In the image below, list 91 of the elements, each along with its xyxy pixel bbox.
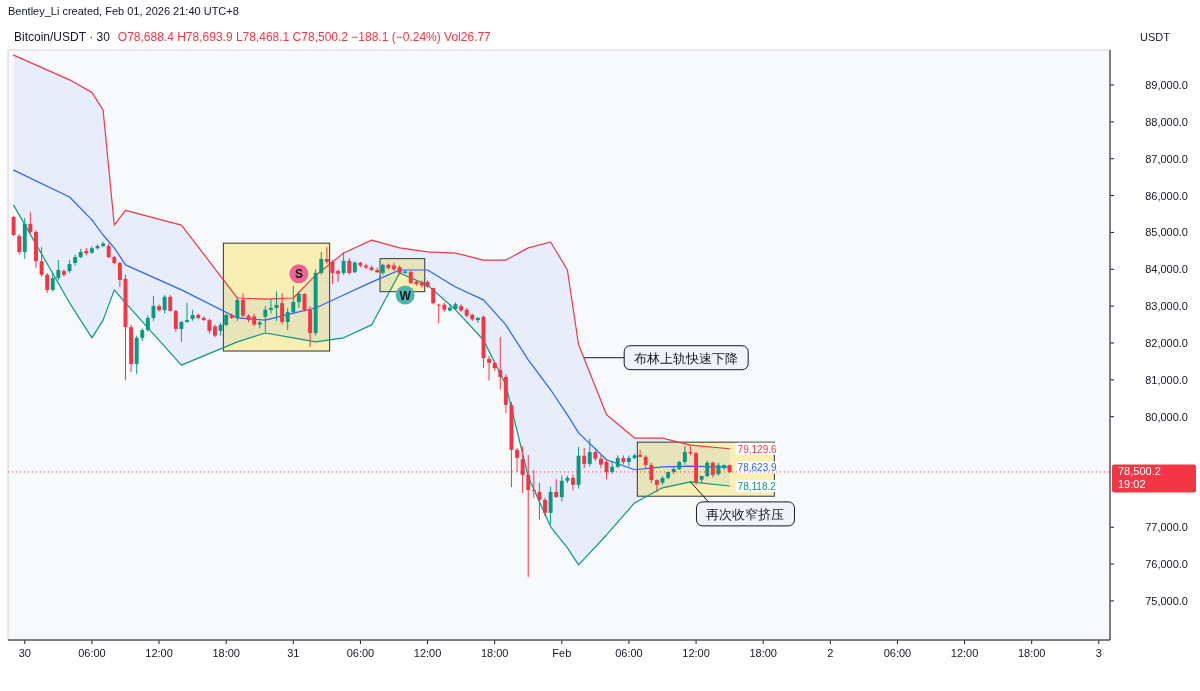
x-tick-label: 30 — [18, 647, 31, 659]
x-tick-label: 12:00 — [413, 647, 442, 659]
candlestick — [17, 233, 22, 256]
x-tick-label: Feb — [552, 647, 572, 659]
y-axis-title: USDT — [1140, 31, 1171, 43]
candlestick — [559, 475, 564, 502]
text: 19:02 — [1118, 478, 1146, 491]
x-tick-label: 18:00 — [1017, 647, 1046, 659]
candlestick — [447, 303, 452, 313]
candlestick — [308, 305, 313, 348]
y-tick-label: 84,000.0 — [1145, 263, 1188, 276]
x-tick-label: 18:00 — [480, 647, 509, 659]
text: Bentley_Li created, Feb 01, 2026 21:40 UTC+8 — [8, 5, 239, 17]
ref-line-label: 78,500.2 — [1118, 465, 1161, 478]
candlestick — [151, 295, 156, 322]
y-tick-label: 86,000.0 — [1145, 189, 1188, 202]
candlestick — [638, 449, 643, 458]
y-tick-label: 80,000.0 — [1145, 410, 1188, 423]
candlestick — [537, 482, 542, 521]
y-tick-label: 87,000.0 — [1145, 152, 1188, 165]
candlestick — [654, 478, 659, 493]
annotation: 布林上轨快速下降 — [634, 350, 739, 366]
candlestick — [626, 454, 631, 467]
x-tick-label: 2 — [827, 647, 834, 659]
x-tick-label: 06:00 — [346, 647, 375, 659]
candlestick — [419, 279, 424, 289]
candlestick — [582, 447, 587, 469]
candlestick — [28, 211, 33, 234]
candlestick — [285, 307, 290, 331]
annotation: W — [399, 288, 412, 303]
candlestick — [117, 261, 122, 288]
y-tick-label: 76,000.0 — [1145, 558, 1188, 571]
candlestick — [571, 474, 575, 491]
x-tick-label: 18:00 — [749, 647, 777, 659]
candlestick — [682, 445, 687, 466]
candlestick — [268, 298, 273, 314]
y-tick-label: 82,000.0 — [1145, 336, 1188, 349]
candlestick — [341, 252, 346, 276]
candlestick — [263, 305, 268, 333]
x-tick-label: 31 — [287, 647, 300, 659]
candlestick — [50, 272, 55, 292]
candlestick — [240, 292, 245, 318]
candlestick — [45, 272, 50, 294]
candlestick — [291, 285, 296, 314]
candlestick — [11, 215, 16, 237]
candlestick — [56, 259, 61, 281]
candlestick — [235, 296, 240, 322]
candlestick — [587, 438, 592, 467]
candlestick — [162, 294, 167, 314]
x-tick-label: 3 — [1095, 647, 1102, 659]
y-tick-label: 85,000.0 — [1145, 226, 1188, 239]
candlestick — [599, 454, 603, 469]
annotation: 再次收窄挤压 — [706, 506, 785, 522]
candlestick — [487, 355, 492, 382]
data-label: 78,118.2 — [737, 481, 777, 493]
candlestick — [610, 460, 615, 475]
y-tick-label: 88,000.0 — [1145, 115, 1188, 128]
candlestick — [330, 259, 335, 285]
candlestick — [73, 254, 78, 267]
candlestick — [173, 309, 178, 333]
candlestick — [336, 268, 340, 283]
candlestick — [319, 251, 324, 276]
x-tick-label: 06:00 — [883, 647, 912, 659]
chart-subtitle: O78,688.4 H78,693.9 L78,468.1 C78,500.2 −188.1 (−0.24%) Vol26.77 — [117, 30, 492, 44]
x-tick-label: 18:00 — [212, 647, 240, 659]
candlestick — [498, 336, 503, 390]
candlestick — [185, 302, 189, 324]
candlestick — [280, 292, 285, 326]
candlestick — [296, 290, 301, 309]
chart-title: Bitcoin/USDT · 30 — [14, 30, 111, 44]
x-tick-label: 12:00 — [145, 647, 173, 659]
annotation: S — [294, 267, 303, 282]
y-tick-label: 77,000.0 — [1145, 521, 1188, 534]
candlestick — [543, 497, 547, 517]
x-tick-label: 06:00 — [615, 647, 643, 659]
y-tick-label: 89,000.0 — [1145, 79, 1188, 92]
data-label: 78,623.9 — [737, 462, 777, 474]
candlestick — [157, 303, 161, 313]
candlestick — [548, 486, 553, 525]
y-tick-label: 83,000.0 — [1145, 300, 1188, 313]
data-label: 79,129.6 — [737, 443, 777, 455]
candlestick — [179, 320, 184, 343]
candlestick — [554, 478, 559, 499]
candlestick — [61, 268, 66, 278]
x-tick-label: 12:00 — [950, 647, 979, 659]
candlestick — [39, 246, 44, 278]
y-tick-label: 75,000.0 — [1145, 594, 1188, 607]
y-tick-label: 81,000.0 — [1145, 373, 1188, 386]
x-tick-label: 06:00 — [78, 647, 106, 659]
x-tick-label: 12:00 — [682, 647, 710, 659]
candlestick — [324, 246, 329, 265]
